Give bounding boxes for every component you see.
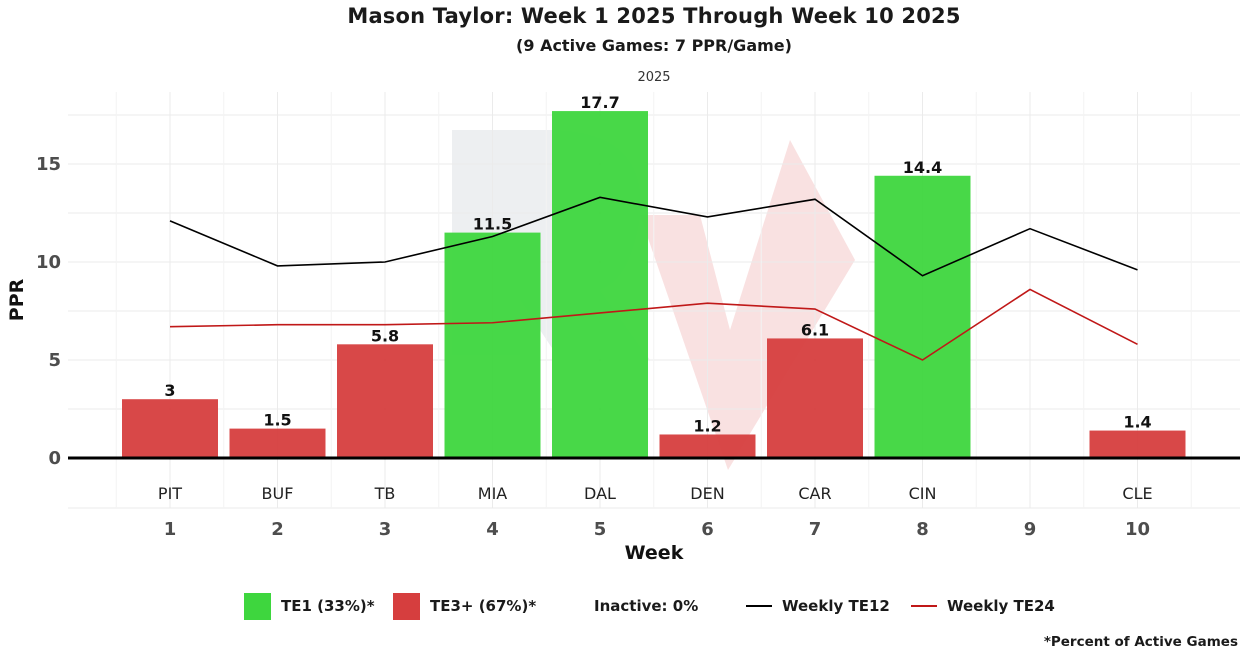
series-line-weekly-te12 bbox=[169, 196, 1138, 277]
legend-label-te12: Weekly TE12 bbox=[782, 597, 890, 615]
data-label-week-2: 1.5 bbox=[263, 411, 291, 430]
opponent-label-week-8: CIN bbox=[909, 484, 937, 503]
bar-week-2 bbox=[229, 428, 326, 458]
opponent-label-week-7: CAR bbox=[798, 484, 831, 503]
data-label-week-6: 1.2 bbox=[693, 416, 721, 435]
opponent-label-week-1: PIT bbox=[158, 484, 182, 503]
x-axis-title: Week bbox=[625, 542, 684, 564]
legend-swatch-te3 bbox=[393, 592, 420, 620]
data-label-week-5: 17.7 bbox=[580, 93, 619, 112]
axes-group: 0 5 10 15 PIT 1 BUF 2 TB 3 MIA 4 DAL 5 DEN 6 CAR 7 CIN 8 9 CL… bbox=[6, 154, 1240, 564]
legend-item-te12: Weekly TE12 bbox=[746, 590, 890, 622]
legend-label-inactive: Inactive: 0% bbox=[594, 597, 699, 615]
data-label-week-4: 11.5 bbox=[473, 215, 512, 234]
legend-item-te24: Weekly TE24 bbox=[911, 590, 1055, 622]
x-tick-label: 6 bbox=[701, 519, 714, 540]
legend-item-inactive: Inactive: 0% bbox=[594, 590, 698, 622]
y-tick-label: 10 bbox=[36, 252, 61, 273]
opponent-label-week-4: MIA bbox=[478, 484, 508, 503]
data-labels-group: 3 1.5 5.8 11.5 17.7 1.2 6.1 14.4 1.4 bbox=[164, 93, 1151, 435]
x-tick-label: 4 bbox=[486, 519, 499, 540]
ppr-bar-chart: 3 1.5 5.8 11.5 17.7 1.2 6.1 14.4 1.4 0 5 10 15 PIT 1 B… bbox=[6, 92, 1240, 564]
y-axis-title: PPR bbox=[6, 278, 28, 321]
x-tick-label: 10 bbox=[1125, 519, 1150, 540]
bar-week-4 bbox=[444, 232, 541, 458]
data-label-week-7: 6.1 bbox=[801, 320, 829, 339]
x-tick-label: 2 bbox=[271, 519, 284, 540]
x-tick-label: 8 bbox=[916, 519, 929, 540]
bar-week-7 bbox=[767, 338, 863, 458]
opponent-label-week-6: DEN bbox=[690, 484, 724, 503]
legend-line-te12 bbox=[746, 605, 772, 607]
lines-group bbox=[169, 196, 1138, 361]
opponent-label-week-10: CLE bbox=[1122, 484, 1152, 503]
facet-label: 2025 bbox=[637, 70, 671, 85]
bar-week-8 bbox=[874, 175, 971, 458]
legend-label-te24: Weekly TE24 bbox=[947, 597, 1055, 615]
legend-item-te3: TE3+ (67%)* bbox=[393, 590, 536, 622]
legend-line-te24 bbox=[911, 605, 937, 607]
legend-swatch-te1 bbox=[244, 592, 271, 620]
bar-week-1 bbox=[122, 399, 218, 458]
y-tick-label: 15 bbox=[36, 154, 61, 175]
opponent-label-week-5: DAL bbox=[584, 484, 616, 503]
y-tick-label: 0 bbox=[48, 448, 61, 469]
chart-subtitle: (9 Active Games: 7 PPR/Game) bbox=[516, 36, 792, 55]
data-label-week-1: 3 bbox=[164, 381, 175, 400]
legend-label-te3: TE3+ (67%)* bbox=[430, 597, 537, 615]
x-tick-label: 5 bbox=[594, 519, 607, 540]
data-label-week-8: 14.4 bbox=[903, 158, 942, 177]
chart-title: Mason Taylor: Week 1 2025 Through Week 1… bbox=[347, 4, 961, 28]
bar-week-6 bbox=[659, 434, 756, 458]
series-line-weekly-te24 bbox=[169, 288, 1138, 361]
x-tick-label: 7 bbox=[809, 519, 822, 540]
bars-group bbox=[122, 111, 1186, 458]
data-label-week-10: 1.4 bbox=[1123, 413, 1151, 432]
x-tick-label: 9 bbox=[1024, 519, 1037, 540]
legend: TE1 (33%)* TE3+ (67%)* Inactive: 0% Week… bbox=[0, 590, 1248, 622]
opponent-label-week-2: BUF bbox=[262, 484, 294, 503]
bar-week-5 bbox=[552, 111, 648, 458]
opponent-label-week-3: TB bbox=[374, 484, 396, 503]
legend-label-te1: TE1 (33%)* bbox=[281, 597, 375, 615]
bar-week-10 bbox=[1089, 430, 1186, 458]
x-tick-label: 1 bbox=[164, 519, 177, 540]
bar-week-3 bbox=[337, 344, 433, 458]
data-label-week-3: 5.8 bbox=[371, 326, 399, 345]
y-tick-label: 5 bbox=[48, 350, 61, 371]
footnote: *Percent of Active Games bbox=[1043, 634, 1238, 650]
x-tick-label: 3 bbox=[379, 519, 392, 540]
legend-item-te1: TE1 (33%)* bbox=[244, 590, 375, 622]
